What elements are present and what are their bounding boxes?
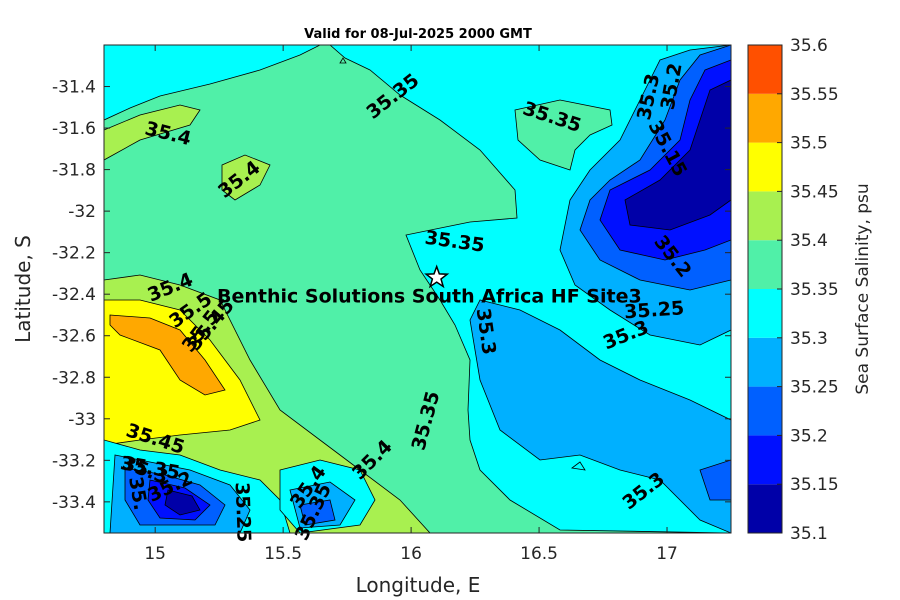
colorbar-swatch [748, 386, 782, 436]
colorbar-swatch [748, 435, 782, 485]
colorbar-tick-label: 35.2 [790, 426, 828, 446]
region-35-1-southwest [164, 489, 201, 516]
colorbar: 35.1 35.15 35.2 35.25 35.3 35.35 35.4 35.45 35.5… [747, 36, 839, 544]
colorbar-swatch [748, 484, 782, 533]
colorbar-swatch [748, 45, 782, 94]
x-tick-label: 15 [144, 544, 166, 564]
contour-label: 35.25 [623, 297, 684, 323]
x-tick-label: 16 [400, 544, 422, 564]
x-tick-label: 16.5 [520, 544, 558, 564]
colorbar-tick-label: 35.3 [790, 329, 828, 349]
patch-35-4-north [221, 154, 271, 201]
x-axis-label: Longitude, E [356, 573, 481, 597]
plot-area [104, 45, 731, 533]
colorbar-swatch [748, 93, 782, 143]
patch-35-4-northwest [104, 104, 201, 161]
y-tick-label: -33 [68, 410, 96, 430]
colorbar-tick-label: 35.4 [790, 231, 828, 251]
colorbar-tick-label: 35.35 [790, 280, 839, 300]
patch-35-25-small [570, 461, 586, 471]
y-tick-label: -32 [68, 202, 96, 222]
axes-frame [103, 44, 732, 534]
y-tick-label: -32.8 [52, 368, 96, 388]
colorbar-tick-label: 35.1 [790, 524, 828, 544]
y-axis-ticks: -31.4 -31.6 -31.8 -32 -32.2 -32.4 -32.6 -32.8 -3… [52, 78, 731, 513]
y-tick-label: -31.6 [52, 119, 96, 139]
x-axis-ticks: 15 15.5 16 16.5 17 [144, 45, 678, 564]
region-35-1-core [624, 79, 731, 231]
y-tick-label: -32.4 [52, 285, 96, 305]
colorbar-tick-label: 35.5 [790, 134, 828, 154]
small-contour-artifact [339, 57, 347, 64]
island-35-35-north [514, 99, 613, 171]
colorbar-tick-label: 35.15 [790, 475, 839, 495]
y-tick-label: -32.6 [52, 327, 96, 347]
region-35-25-south [469, 299, 731, 533]
y-tick-label: -33.4 [52, 493, 96, 513]
patch-35-25-southeast [699, 459, 731, 501]
y-axis-label: Latitude, S [11, 235, 35, 343]
contour-label: 35.25 [231, 482, 255, 543]
y-tick-label: -32.2 [52, 244, 96, 264]
colorbar-tick-label: 35.55 [790, 85, 839, 105]
colorbar-swatch [748, 289, 782, 338]
x-tick-label: 15.5 [264, 544, 302, 564]
chart-title: Valid for 08-Jul-2025 2000 GMT [304, 27, 532, 42]
colorbar-tick-label: 35.6 [790, 36, 828, 56]
region-35-5-west [109, 314, 226, 396]
site-label: Benthic Solutions South Africa HF Site3 [217, 286, 642, 308]
y-tick-label: -31.8 [52, 161, 96, 181]
y-tick-label: -31.4 [52, 78, 96, 98]
colorbar-swatch [748, 142, 782, 192]
patch-35-2-south-central [299, 499, 336, 526]
colorbar-swatch [748, 240, 782, 289]
region-35-3-northwest [104, 45, 321, 121]
x-tick-label: 17 [656, 544, 678, 564]
site-marker: Benthic Solutions South Africa HF Site3 [217, 264, 642, 308]
site-star-icon [424, 264, 450, 289]
colorbar-tick-label: 35.25 [790, 378, 839, 398]
colorbar-swatch [748, 337, 782, 387]
colorbar-swatch [748, 191, 782, 241]
y-tick-label: -33.2 [52, 451, 96, 471]
colorbar-tick-label: 35.45 [790, 182, 839, 202]
colorbar-label: Sea Surface Salinity, psu [853, 183, 873, 394]
